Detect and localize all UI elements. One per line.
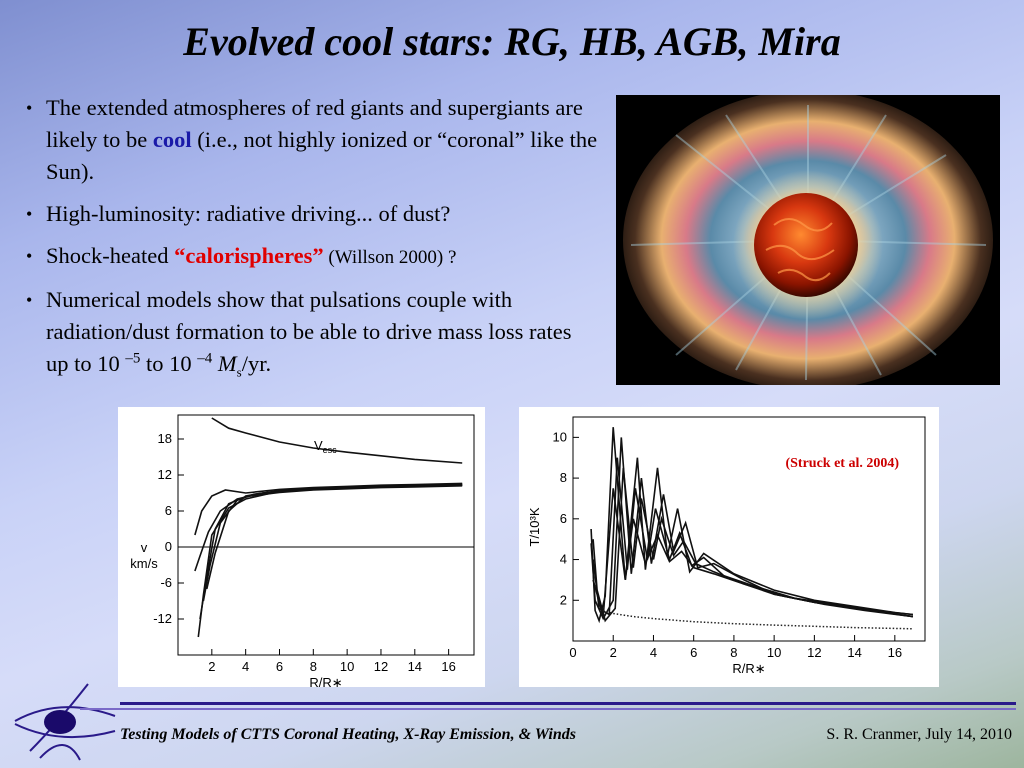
emphasis-calorispheres: “calorispheres” bbox=[174, 243, 324, 268]
y-tick-label: 2 bbox=[560, 592, 567, 607]
y-tick-label: 12 bbox=[158, 467, 172, 482]
bullet-dot-icon: • bbox=[26, 246, 33, 266]
bullet-text: The extended atmospheres of red giants a… bbox=[46, 95, 583, 152]
series-line-3 bbox=[199, 485, 463, 620]
emphasis-cool: cool bbox=[152, 127, 192, 152]
velocity-chart: 2 4 6 8 10 12 14 16 18 12 6 0 -6 -12 R/R∗ v km/s Vesc bbox=[118, 407, 485, 687]
y-tick-label: 6 bbox=[165, 503, 172, 518]
exponent: –5 bbox=[125, 350, 141, 367]
bullet-text: Numerical models show that pulsations co… bbox=[46, 287, 572, 376]
x-tick-label: 12 bbox=[374, 659, 388, 674]
series-line-7 bbox=[194, 482, 463, 536]
series-line-6 bbox=[194, 484, 463, 572]
series-line-5 bbox=[592, 488, 914, 618]
y-tick-label: 6 bbox=[560, 511, 567, 526]
citation-annotation: (Struck et al. 2004) bbox=[785, 456, 899, 471]
y-tick-label: 0 bbox=[165, 539, 172, 554]
y-tick-label: -12 bbox=[153, 611, 172, 626]
x-tick-label: 6 bbox=[276, 659, 283, 674]
bullet-item: • Numerical models show that pulsations c… bbox=[24, 284, 599, 380]
bullet-text: (Willson 2000) ? bbox=[323, 247, 457, 268]
x-tick-label: 8 bbox=[310, 659, 317, 674]
footer-author-date: S. R. Cranmer, July 14, 2010 bbox=[826, 726, 1012, 743]
x-tick-label: 0 bbox=[569, 645, 576, 660]
y-axis-label: v bbox=[141, 540, 148, 555]
dotted-series-line bbox=[602, 609, 913, 630]
temperature-chart: 0 2 4 6 8 10 12 14 16 2 4 6 8 10 R/R∗ T/10³K (Struck et … bbox=[519, 407, 939, 687]
bullet-dot-icon: • bbox=[26, 98, 33, 118]
x-tick-label: 2 bbox=[208, 659, 215, 674]
y-tick-label: 10 bbox=[553, 429, 567, 444]
x-tick-label: 16 bbox=[888, 645, 902, 660]
ctts-logo-icon bbox=[14, 683, 116, 761]
footer-talk-title: Testing Models of CTTS Coronal Heating, … bbox=[120, 726, 576, 743]
y-axis-label-unit: km/s bbox=[130, 556, 158, 571]
series-line-2 bbox=[197, 484, 463, 638]
x-tick-label: 2 bbox=[610, 645, 617, 660]
bullet-item: • Shock-heated “calorispheres” (Willson 2… bbox=[24, 240, 599, 274]
bullet-text: Shock-heated bbox=[46, 243, 175, 268]
x-tick-label: 14 bbox=[847, 645, 861, 660]
bullet-text: (i.e., not highly ionized or “coronal” l… bbox=[46, 127, 598, 184]
plot-frame bbox=[177, 414, 475, 656]
bullet-item: • The extended atmospheres of red giants … bbox=[24, 92, 599, 188]
x-axis-label: R/R∗ bbox=[309, 675, 342, 687]
x-tick-label: 8 bbox=[730, 645, 737, 660]
x-tick-label: 12 bbox=[807, 645, 821, 660]
x-tick-label: 10 bbox=[340, 659, 354, 674]
x-tick-label: 4 bbox=[242, 659, 249, 674]
vesc-annotation: Vesc bbox=[314, 438, 337, 455]
mass-subscript: s bbox=[236, 364, 242, 380]
bullet-text: /yr. bbox=[241, 351, 272, 376]
y-tick-label: -6 bbox=[160, 575, 172, 590]
footer-rule bbox=[120, 702, 1016, 705]
x-axis-label: R/R∗ bbox=[732, 661, 765, 676]
series-line-4 bbox=[592, 467, 914, 623]
x-tick-label: 14 bbox=[408, 659, 422, 674]
footer-rule-thin bbox=[80, 708, 1016, 710]
y-tick-label: 4 bbox=[560, 552, 567, 567]
chart-axes: 2 4 6 8 10 12 14 16 18 12 6 0 -6 -12 R/R∗ vkm/s bbox=[130, 414, 475, 687]
x-tick-label: 6 bbox=[690, 645, 697, 660]
plot-frame bbox=[572, 416, 926, 642]
x-tick-label: 10 bbox=[767, 645, 781, 660]
bullet-text: to 10 bbox=[140, 351, 198, 376]
bullet-list: • The extended atmospheres of red giants … bbox=[24, 92, 599, 390]
slide-title: Evolved cool stars: RG, HB, AGB, Mira bbox=[183, 19, 841, 64]
nebula-star-image bbox=[616, 95, 1000, 385]
bullet-dot-icon: • bbox=[26, 290, 33, 310]
y-tick-label: 18 bbox=[158, 431, 172, 446]
exponent: –4 bbox=[197, 350, 213, 367]
bullet-dot-icon: • bbox=[26, 204, 33, 224]
x-tick-label: 4 bbox=[650, 645, 657, 660]
series-line-4 bbox=[202, 483, 463, 602]
bullet-text: High-luminosity: radiative driving... of… bbox=[46, 201, 451, 226]
y-tick-label: 8 bbox=[560, 470, 567, 485]
y-axis-label: T/10³K bbox=[527, 507, 542, 546]
series-line-1 bbox=[211, 417, 463, 464]
series-line-1 bbox=[590, 427, 913, 624]
mass-symbol: M bbox=[217, 351, 237, 376]
bullet-item: • High-luminosity: radiative driving... o… bbox=[24, 198, 599, 230]
x-tick-label: 16 bbox=[441, 659, 455, 674]
